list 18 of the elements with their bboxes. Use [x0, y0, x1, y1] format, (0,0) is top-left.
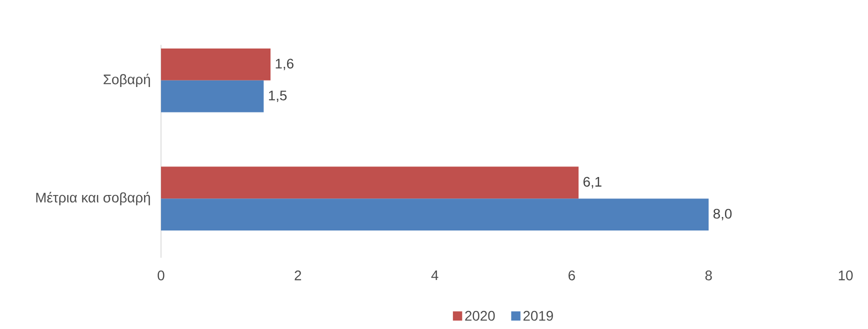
- data-label: 8,0: [713, 208, 732, 220]
- data-label: 1,6: [276, 58, 294, 70]
- x-tick-label: 10: [838, 270, 853, 280]
- bar: [161, 80, 264, 112]
- bar: [161, 48, 271, 80]
- legend-label: 2019: [523, 310, 553, 321]
- x-tick-label: 8: [705, 270, 712, 280]
- data-label: 1,5: [268, 90, 287, 102]
- x-tick-label: 2: [294, 270, 302, 280]
- bar: [161, 198, 709, 230]
- x-tick-label: 6: [568, 270, 575, 280]
- y-tick-label: Σοβαρή: [104, 74, 150, 88]
- x-tick-label: 0: [158, 270, 164, 280]
- x-tick-label: 4: [431, 270, 438, 280]
- data-label: 6,1: [584, 176, 602, 188]
- legend-label: 2020: [465, 310, 495, 321]
- bar: [161, 166, 579, 199]
- y-tick-label: Μέτρια και σοβαρή: [36, 192, 150, 206]
